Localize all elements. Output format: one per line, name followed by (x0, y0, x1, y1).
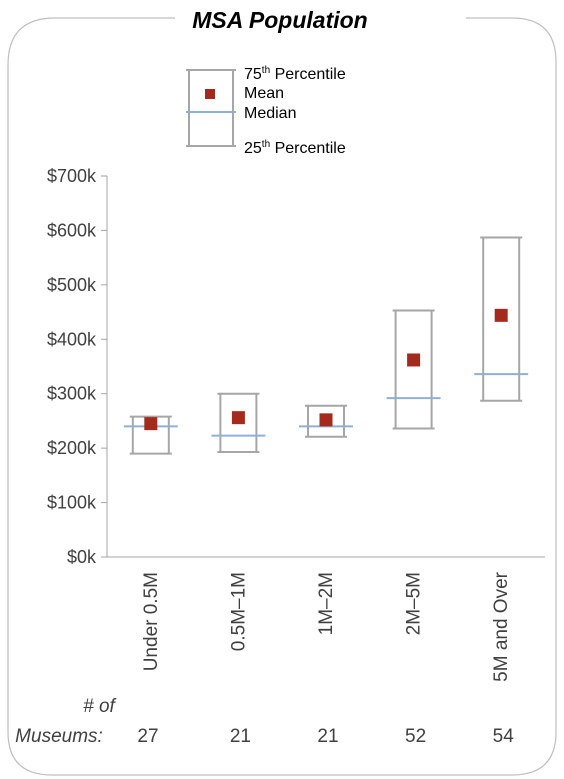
museum-count: 21 (317, 726, 338, 747)
legend: 75th Percentile Mean Median 25th Percent… (186, 65, 346, 157)
y-tick-label: $100k (47, 493, 97, 513)
museum-count: 27 (137, 726, 158, 747)
legend-p75-label: 75th Percentile (244, 65, 346, 83)
count-label-line2: Museums: (15, 726, 103, 747)
y-tick-label: $200k (47, 438, 97, 458)
y-tick-label: $400k (47, 329, 97, 349)
y-tick-label: $700k (47, 166, 97, 186)
x-category-label: 0.5M–1M (228, 572, 249, 651)
y-tick-label: $600k (47, 220, 97, 240)
mean-marker (144, 417, 158, 431)
count-group: 27 21 21 52 54 (137, 726, 514, 747)
chart-title: MSA Population (192, 7, 367, 33)
x-category-label: 5M and Over (491, 571, 512, 681)
count-label-line1: # of (83, 696, 116, 717)
box-series-item (211, 392, 266, 453)
x-category-group: Under 0.5M 0.5M–1M 1M–2M 2M–5M 5M and Over (141, 571, 512, 681)
museum-count: 52 (405, 726, 426, 747)
museum-count: 21 (230, 726, 251, 747)
x-category-label: 2M–5M (404, 572, 425, 635)
mean-marker (494, 308, 508, 322)
y-tick-label: $500k (47, 275, 97, 295)
chart-frame (7, 17, 557, 776)
x-category-label: 1M–2M (316, 572, 337, 635)
legend-median-label: Median (244, 105, 296, 122)
legend-p25-label: 25th Percentile (244, 139, 346, 157)
box-series-item (299, 404, 353, 438)
museum-count: 54 (493, 726, 515, 747)
mean-marker (231, 411, 245, 425)
y-tick-group: $0k $100k $200k $300k $400k $500k $600k $700k (47, 166, 107, 567)
box-series-item (123, 415, 178, 455)
legend-mean-marker (205, 89, 215, 99)
x-category-label: Under 0.5M (141, 572, 162, 671)
y-tick-label: $300k (47, 384, 97, 404)
box-series-item (386, 309, 441, 430)
box-series-item (474, 236, 529, 402)
mean-marker (407, 353, 421, 367)
legend-mean-label: Mean (244, 85, 284, 102)
mean-marker (319, 413, 333, 427)
y-tick-label: $0k (67, 547, 97, 567)
box-group (123, 236, 529, 455)
